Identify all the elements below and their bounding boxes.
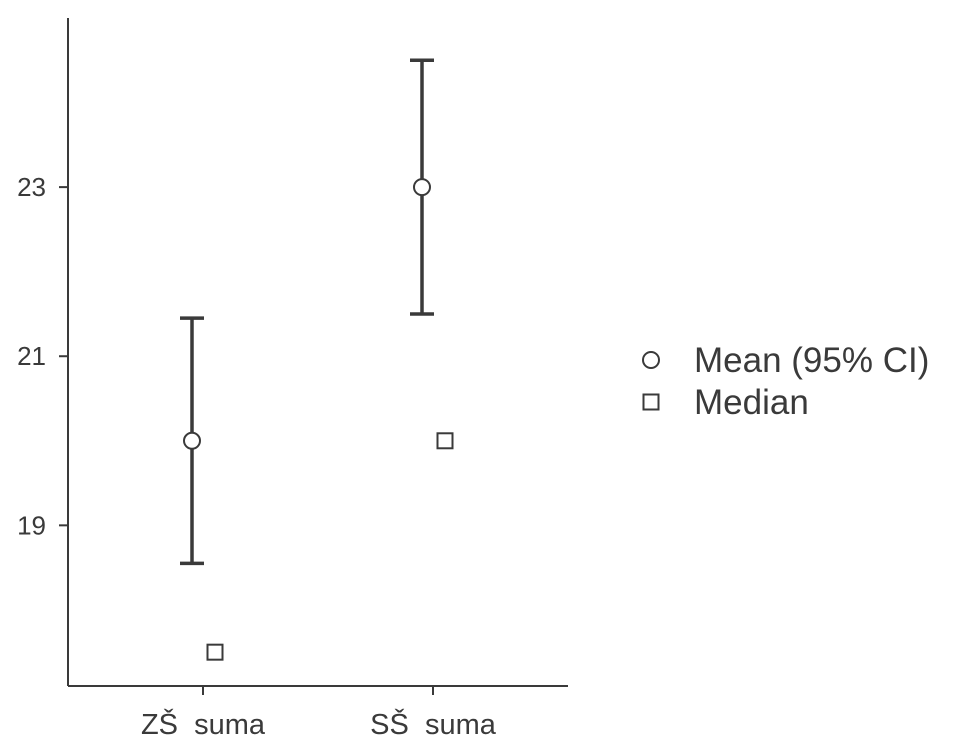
x-tick-label: SŠ suma bbox=[370, 707, 497, 740]
legend-mean-marker bbox=[642, 351, 660, 369]
y-tick-label: 23 bbox=[17, 172, 46, 202]
y-tick-label: 21 bbox=[17, 341, 46, 371]
chart-marks bbox=[180, 58, 454, 661]
median-point bbox=[206, 643, 224, 661]
median-point bbox=[436, 432, 454, 450]
mean-point bbox=[183, 431, 201, 450]
legend-median-marker bbox=[642, 393, 660, 411]
x-tick-label: ZŠ suma bbox=[141, 707, 266, 740]
legend-median-label: Median bbox=[694, 383, 809, 422]
y-tick-label: 19 bbox=[17, 510, 46, 540]
legend-mean-label: Mean (95% CI) bbox=[694, 341, 929, 380]
axes: 19 21 23 ZŠ suma SŠ suma bbox=[17, 18, 568, 740]
legend: Mean (95% CI)Median bbox=[642, 341, 929, 422]
mean-point bbox=[413, 178, 431, 197]
